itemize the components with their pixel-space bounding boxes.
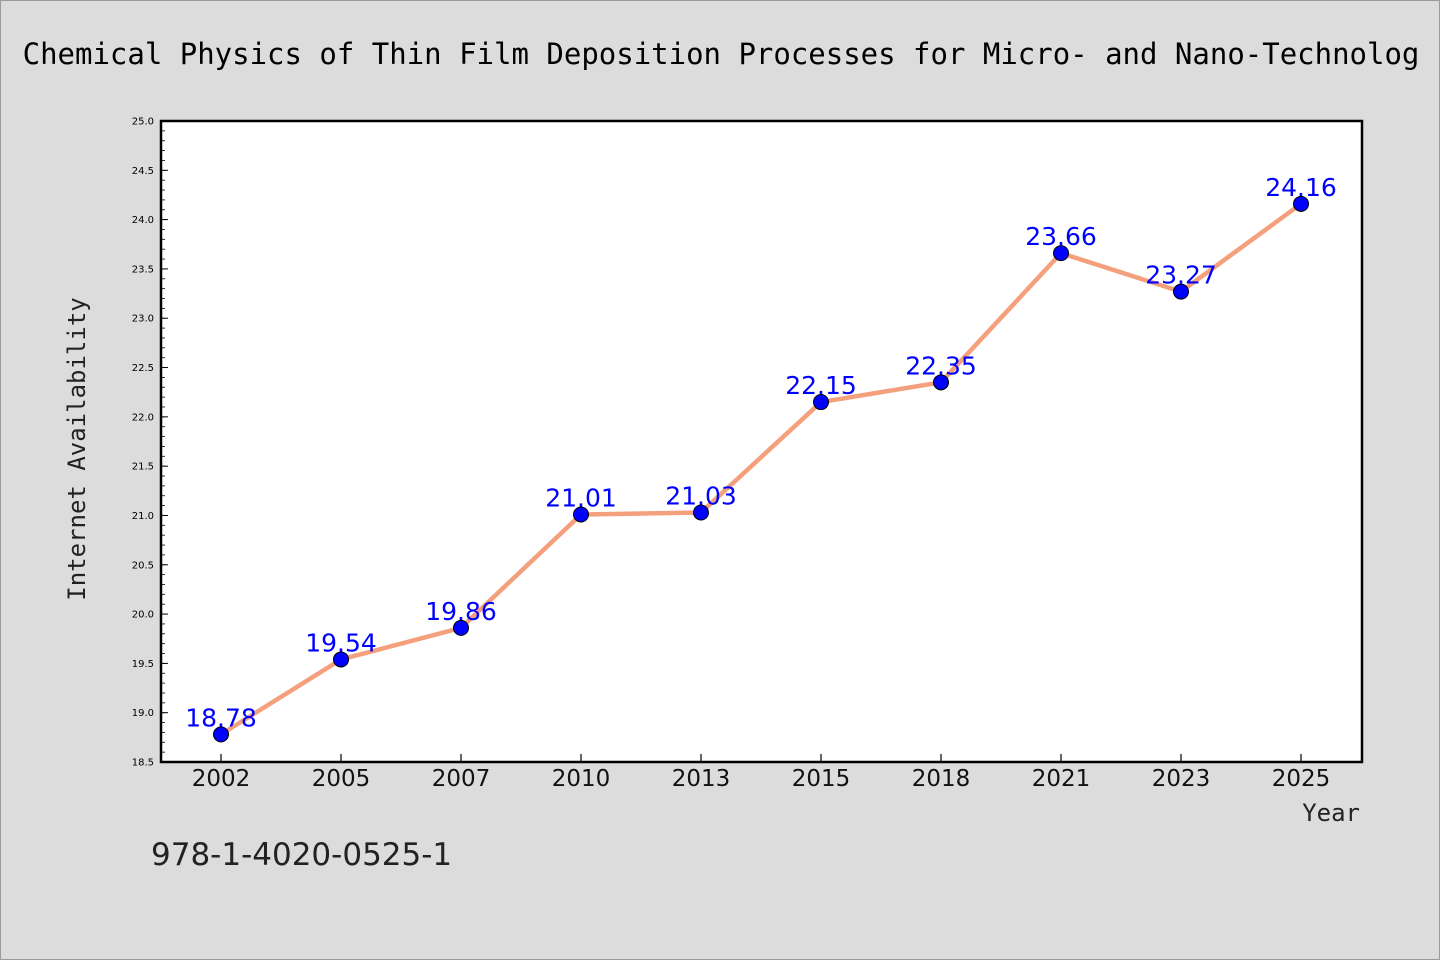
footnote-isbn: 978-1-4020-0525-1 <box>151 837 452 873</box>
y-tick-label: 18.5 <box>132 758 154 769</box>
data-label: 18.78 <box>185 703 257 732</box>
data-label: 24.16 <box>1265 173 1337 202</box>
data-point-marker <box>693 504 709 521</box>
x-axis-title: Year <box>1302 799 1360 827</box>
data-point-marker <box>1293 195 1309 212</box>
y-tick-label: 22.5 <box>132 363 154 374</box>
y-tick-label: 24.5 <box>132 166 154 177</box>
y-tick-label: 25.0 <box>132 117 154 128</box>
y-tick-label: 23.5 <box>132 264 154 275</box>
y-tick-label: 20.5 <box>132 560 154 571</box>
data-label: 23.66 <box>1025 222 1097 251</box>
chart-title: Chemical Physics of Thin Film Deposition… <box>23 37 1420 71</box>
x-tick-label: 2010 <box>552 766 611 792</box>
y-tick-label: 21.0 <box>132 511 154 522</box>
x-tick-label: 2021 <box>1032 766 1091 792</box>
data-point-marker <box>333 651 349 668</box>
series-internet-availability: 18.78 19.54 19.86 21.01 21.03 22.15 22.35 23.66… <box>185 173 1337 743</box>
y-axis-title: Internet Availability <box>63 297 91 600</box>
x-axis: 2002 2005 2007 2010 2013 2015 2018 2021 2023 2025 <box>192 754 1331 792</box>
data-label: 21.01 <box>545 483 617 512</box>
y-tick-label: 24.0 <box>132 215 154 226</box>
data-point-marker <box>933 374 949 391</box>
x-tick-label: 2013 <box>672 766 731 792</box>
data-point-marker <box>213 726 229 743</box>
data-label: 21.03 <box>665 482 737 511</box>
y-tick-label: 19.0 <box>132 708 154 719</box>
data-point-marker <box>453 619 469 636</box>
data-point-marker <box>1053 245 1069 262</box>
x-tick-label: 2018 <box>912 766 971 792</box>
y-axis: 18.5 19.0 19.5 20.0 20.5 21.0 21.5 22.0 22.5 23.0… <box>132 117 168 769</box>
data-label: 19.54 <box>305 628 377 657</box>
y-tick-label: 22.0 <box>132 412 154 423</box>
x-tick-label: 2007 <box>432 766 491 792</box>
x-tick-label: 2005 <box>312 766 371 792</box>
data-label: 22.35 <box>905 351 977 380</box>
y-tick-label: 23.0 <box>132 314 154 325</box>
series-line <box>218 201 1304 737</box>
y-tick-label: 20.0 <box>132 610 154 621</box>
data-label: 22.15 <box>785 371 857 400</box>
data-point-marker <box>1173 283 1189 300</box>
data-point-marker <box>573 506 589 523</box>
y-tick-label: 19.5 <box>132 659 154 670</box>
x-tick-label: 2025 <box>1272 766 1331 792</box>
y-tick-label: 21.5 <box>132 462 154 473</box>
data-point-marker <box>813 394 829 411</box>
x-tick-label: 2023 <box>1152 766 1211 792</box>
data-label: 23.27 <box>1145 261 1217 290</box>
data-label: 19.86 <box>425 597 497 626</box>
x-tick-label: 2015 <box>792 766 851 792</box>
x-tick-label: 2002 <box>192 766 251 792</box>
